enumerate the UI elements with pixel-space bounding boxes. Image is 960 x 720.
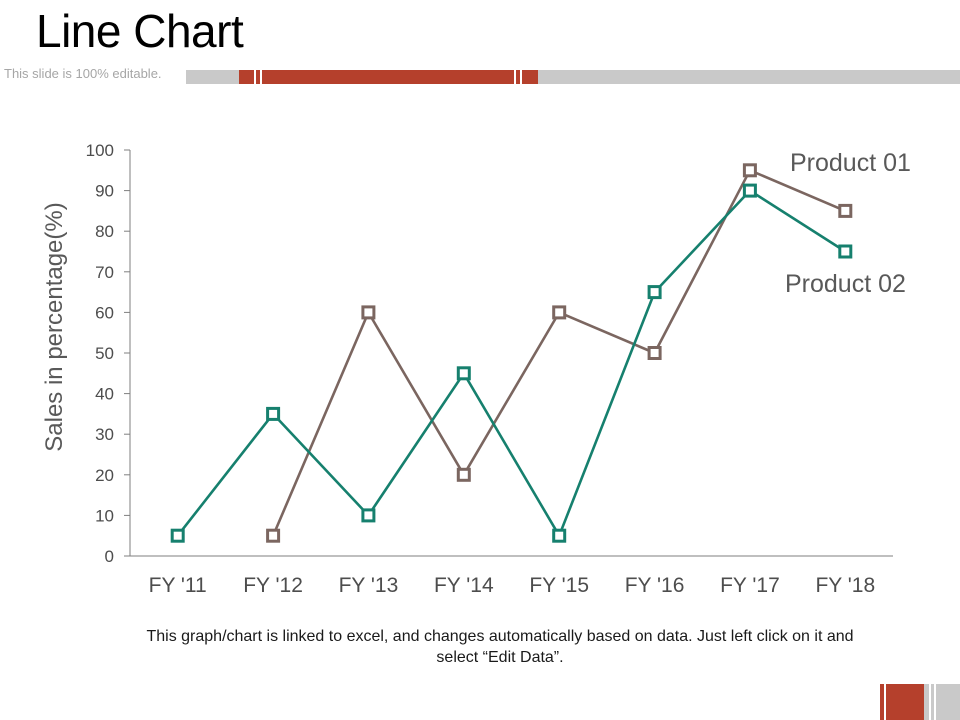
y-tick-label: 20 <box>95 466 114 485</box>
y-tick-label: 30 <box>95 425 114 444</box>
x-tick-label: FY '15 <box>529 574 589 597</box>
series-line <box>176 189 846 538</box>
data-point-marker[interactable] <box>456 467 471 482</box>
x-tick-label: FY '13 <box>339 574 399 597</box>
x-tick-label: FY '18 <box>815 574 875 597</box>
y-tick-label: 50 <box>95 344 114 363</box>
data-point-marker[interactable] <box>552 305 567 320</box>
series-label-product-01: Product 01 <box>790 149 911 177</box>
series-line <box>271 169 846 537</box>
chart-series <box>170 163 853 543</box>
x-tick-label: FY '16 <box>625 574 685 597</box>
data-point-marker[interactable] <box>266 528 281 543</box>
data-point-marker[interactable] <box>552 528 567 543</box>
x-tick-label: FY '17 <box>720 574 780 597</box>
data-point-marker[interactable] <box>266 406 281 421</box>
data-point-marker[interactable] <box>838 244 853 259</box>
y-tick-label: 70 <box>95 263 114 282</box>
slide-subtitle: This slide is 100% editable. <box>4 66 162 81</box>
footer-note: This graph/chart is linked to excel, and… <box>146 628 854 666</box>
y-tick-label: 60 <box>95 303 114 322</box>
decorative-corner-notch <box>934 684 936 720</box>
decorative-corner-accent <box>880 684 924 720</box>
data-point-marker[interactable] <box>838 203 853 218</box>
series-2 <box>170 183 853 543</box>
data-point-marker[interactable] <box>647 346 662 360</box>
y-tick-label: 0 <box>105 547 114 566</box>
decorative-bar-accent <box>239 70 538 84</box>
data-point-marker[interactable] <box>742 163 757 178</box>
y-tick-label: 80 <box>95 222 114 241</box>
chart-axes <box>129 150 893 557</box>
decorative-bar-notch <box>514 70 516 84</box>
data-point-marker[interactable] <box>361 305 376 320</box>
data-point-marker[interactable] <box>361 508 376 523</box>
data-point-marker[interactable] <box>742 183 757 198</box>
slide-title: Line Chart <box>36 5 244 57</box>
x-tick-label: FY '14 <box>434 574 494 597</box>
data-point-marker[interactable] <box>456 366 471 381</box>
decorative-bar-notch <box>520 70 522 84</box>
decorative-bar-notch <box>254 70 256 84</box>
y-tick-label: 90 <box>95 182 114 201</box>
x-tick-label: FY '11 <box>149 574 207 597</box>
y-axis-ticks: 0 10 20 30 40 50 60 70 80 90 100 <box>86 141 130 566</box>
y-tick-label: 100 <box>86 141 114 160</box>
series-1 <box>266 163 853 543</box>
y-axis-label: Sales in percentage(%) <box>41 202 68 451</box>
data-point-marker[interactable] <box>170 528 185 543</box>
decorative-corner-notch <box>929 684 931 720</box>
decorative-corner-notch <box>884 684 886 720</box>
y-tick-label: 40 <box>95 385 114 404</box>
x-tick-label: FY '12 <box>243 574 303 597</box>
series-label-product-02: Product 02 <box>785 270 906 298</box>
decorative-bar-notch <box>260 70 262 84</box>
x-axis-ticks: FY '11 FY '12 FY '13 FY '14 FY '15 FY '16 FY '… <box>149 574 876 597</box>
y-tick-label: 10 <box>95 506 114 525</box>
data-point-marker[interactable] <box>647 285 662 300</box>
